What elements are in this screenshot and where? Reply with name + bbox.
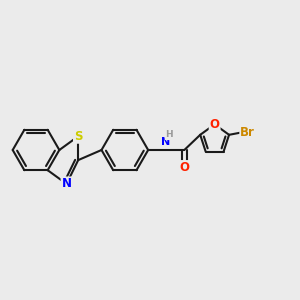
Text: O: O — [210, 118, 220, 131]
Text: O: O — [179, 161, 189, 174]
Text: Br: Br — [240, 126, 255, 139]
Text: N: N — [61, 177, 71, 190]
Text: N: N — [161, 137, 170, 147]
Text: H: H — [165, 130, 173, 139]
Text: S: S — [74, 130, 82, 143]
